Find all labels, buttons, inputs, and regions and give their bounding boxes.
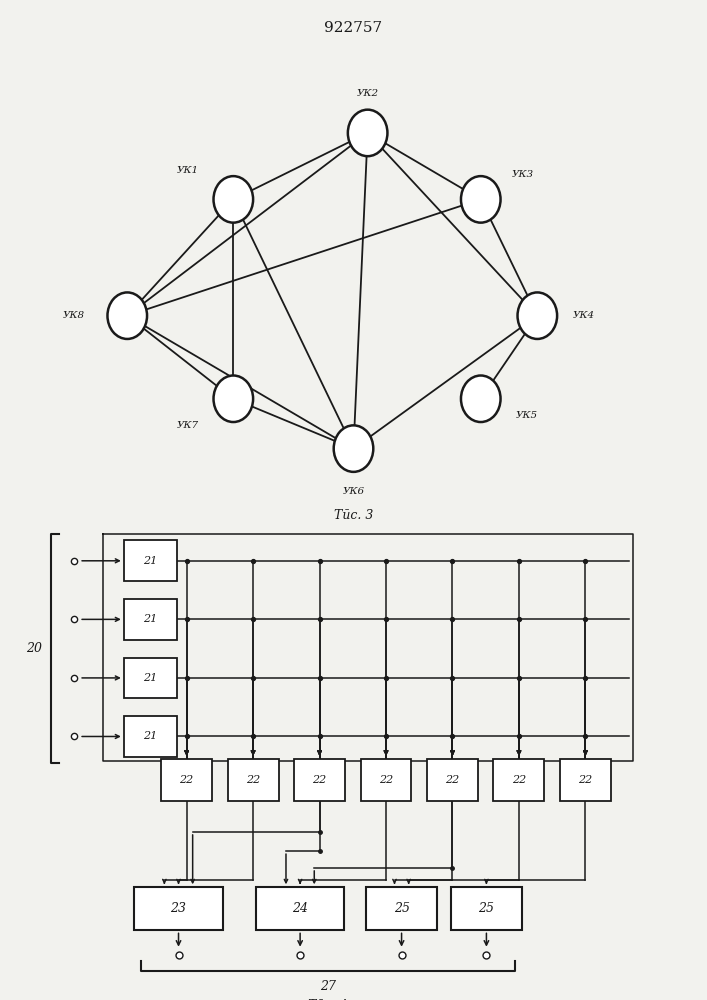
Text: 922757: 922757 bbox=[325, 21, 382, 35]
Bar bbox=[451, 887, 522, 930]
Circle shape bbox=[518, 292, 557, 339]
Text: УК2: УК2 bbox=[356, 89, 379, 98]
Text: 24: 24 bbox=[292, 902, 308, 915]
Circle shape bbox=[461, 176, 501, 223]
Text: 22: 22 bbox=[578, 775, 592, 785]
Bar bbox=[228, 759, 279, 801]
Text: УК7: УК7 bbox=[176, 421, 199, 430]
Text: УК1: УК1 bbox=[176, 166, 199, 175]
Text: 21: 21 bbox=[143, 614, 158, 624]
Bar bbox=[427, 759, 478, 801]
Bar bbox=[124, 599, 177, 640]
Circle shape bbox=[334, 425, 373, 472]
Text: УК3: УК3 bbox=[512, 170, 534, 179]
Bar bbox=[134, 887, 223, 930]
Circle shape bbox=[348, 110, 387, 156]
Bar bbox=[124, 540, 177, 581]
Text: УК6: УК6 bbox=[342, 487, 365, 496]
Bar bbox=[366, 887, 437, 930]
Bar bbox=[124, 658, 177, 698]
Bar bbox=[256, 887, 344, 930]
Text: 21: 21 bbox=[143, 673, 158, 683]
Bar bbox=[560, 759, 611, 801]
Bar bbox=[294, 759, 345, 801]
Text: 22: 22 bbox=[445, 775, 460, 785]
Text: 22: 22 bbox=[180, 775, 194, 785]
Text: 22: 22 bbox=[379, 775, 393, 785]
Text: 20: 20 bbox=[26, 642, 42, 655]
Text: 25: 25 bbox=[394, 902, 409, 915]
Circle shape bbox=[214, 176, 253, 223]
Text: 21: 21 bbox=[143, 731, 158, 741]
Circle shape bbox=[107, 292, 147, 339]
Bar bbox=[361, 759, 411, 801]
Text: УК5: УК5 bbox=[515, 411, 538, 420]
Text: 22: 22 bbox=[512, 775, 526, 785]
Text: 23: 23 bbox=[170, 902, 187, 915]
Bar bbox=[124, 716, 177, 757]
Text: 25: 25 bbox=[479, 902, 494, 915]
Text: 27: 27 bbox=[320, 980, 336, 993]
Bar bbox=[493, 759, 544, 801]
Bar bbox=[161, 759, 212, 801]
Text: 22: 22 bbox=[312, 775, 327, 785]
Text: УК4: УК4 bbox=[572, 311, 595, 320]
Circle shape bbox=[461, 376, 501, 422]
Text: УК8: УК8 bbox=[63, 311, 86, 320]
Text: 21: 21 bbox=[143, 556, 158, 566]
Text: Τӣс. 3: Τӣс. 3 bbox=[334, 509, 373, 522]
Text: 22: 22 bbox=[246, 775, 260, 785]
Circle shape bbox=[214, 376, 253, 422]
